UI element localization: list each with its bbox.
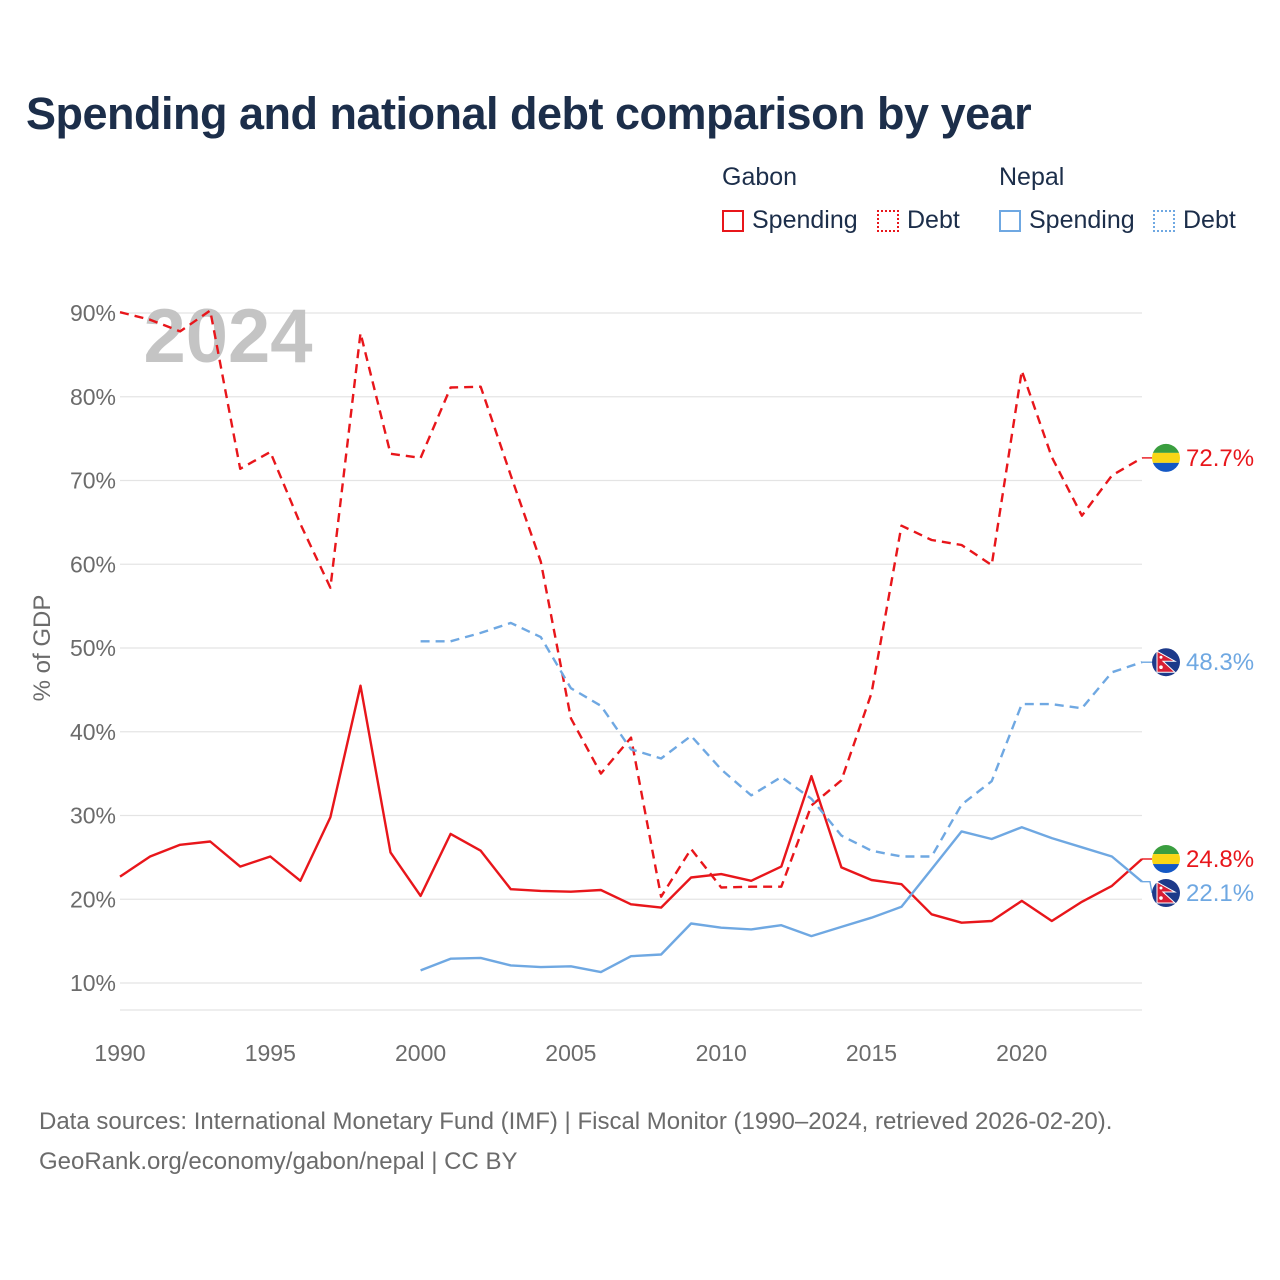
legend-solid-swatch [999, 209, 1021, 232]
footer-credit: GeoRank.org/economy/gabon/nepal | CC BY [39, 1148, 518, 1175]
gabon-spending-line [119, 684, 1143, 924]
gabon-debt-line [119, 309, 1143, 898]
legend-gabon-spending[interactable]: Spending [722, 206, 858, 235]
legend-solid-swatch [722, 209, 744, 232]
end-value-label: 72.7% [1186, 445, 1254, 472]
x-tick-label: 2005 [545, 1040, 596, 1066]
chart-title: Spending and national debt comparison by… [26, 88, 1032, 139]
end-markers: 72.7% 48.3% 24.8% 22.1% [1142, 443, 1254, 908]
y-tick-label: 50% [70, 635, 116, 661]
series-lines [119, 309, 1143, 974]
x-tick-label: 1995 [245, 1040, 296, 1066]
y-tick-label: 40% [70, 719, 116, 745]
x-tick-label: 2000 [395, 1040, 446, 1066]
y-tick-label: 90% [70, 300, 116, 326]
y-tick-label: 80% [70, 384, 116, 410]
legend-label: Debt [1183, 206, 1236, 234]
legend-dotted-swatch [1153, 209, 1175, 232]
nepal-spending-line [420, 826, 1143, 974]
y-tick-label: 20% [70, 886, 116, 912]
y-tick-label: 60% [70, 551, 116, 577]
nepal-flag-icon [1152, 879, 1180, 908]
footer-sources: Data sources: International Monetary Fun… [39, 1108, 1113, 1135]
x-tick-label: 2015 [846, 1040, 897, 1066]
legend-nepal-spending[interactable]: Spending [999, 206, 1135, 235]
legend-label: Debt [907, 206, 960, 234]
legend-group-nepal: Nepal [999, 163, 1065, 191]
end-value-label: 24.8% [1186, 846, 1254, 873]
legend-label: Spending [752, 206, 858, 234]
year-watermark: 2024 [143, 294, 312, 379]
end-value-label: 48.3% [1186, 649, 1254, 676]
end-connector [1142, 881, 1153, 894]
gabon-flag-icon [1152, 845, 1180, 874]
x-tick-label: 2010 [696, 1040, 747, 1066]
x-tick-label: 1990 [94, 1040, 145, 1066]
nepal-debt-line [420, 621, 1143, 858]
y-tick-label: 70% [70, 468, 116, 494]
x-tick-label: 2020 [996, 1040, 1047, 1066]
y-tick-label: 30% [70, 803, 116, 829]
legend-nepal-debt[interactable]: Debt [1153, 206, 1236, 235]
legend-label: Spending [1029, 206, 1135, 234]
legend-gabon-debt[interactable]: Debt [877, 206, 960, 235]
gabon-flag-icon [1152, 443, 1180, 472]
legend-dotted-swatch [877, 209, 899, 232]
axes: 10% 20% 30% 40% 50% 60% 70% 80% 90% 1990 1995 2000 2… [70, 300, 1142, 1066]
nepal-flag-icon [1152, 648, 1180, 677]
y-tick-label: 10% [70, 970, 116, 996]
end-value-label: 22.1% [1186, 880, 1254, 907]
legend-group-gabon: Gabon [722, 163, 798, 191]
grid-lines [120, 312, 1142, 984]
y-axis-label: % of GDP [29, 595, 56, 702]
